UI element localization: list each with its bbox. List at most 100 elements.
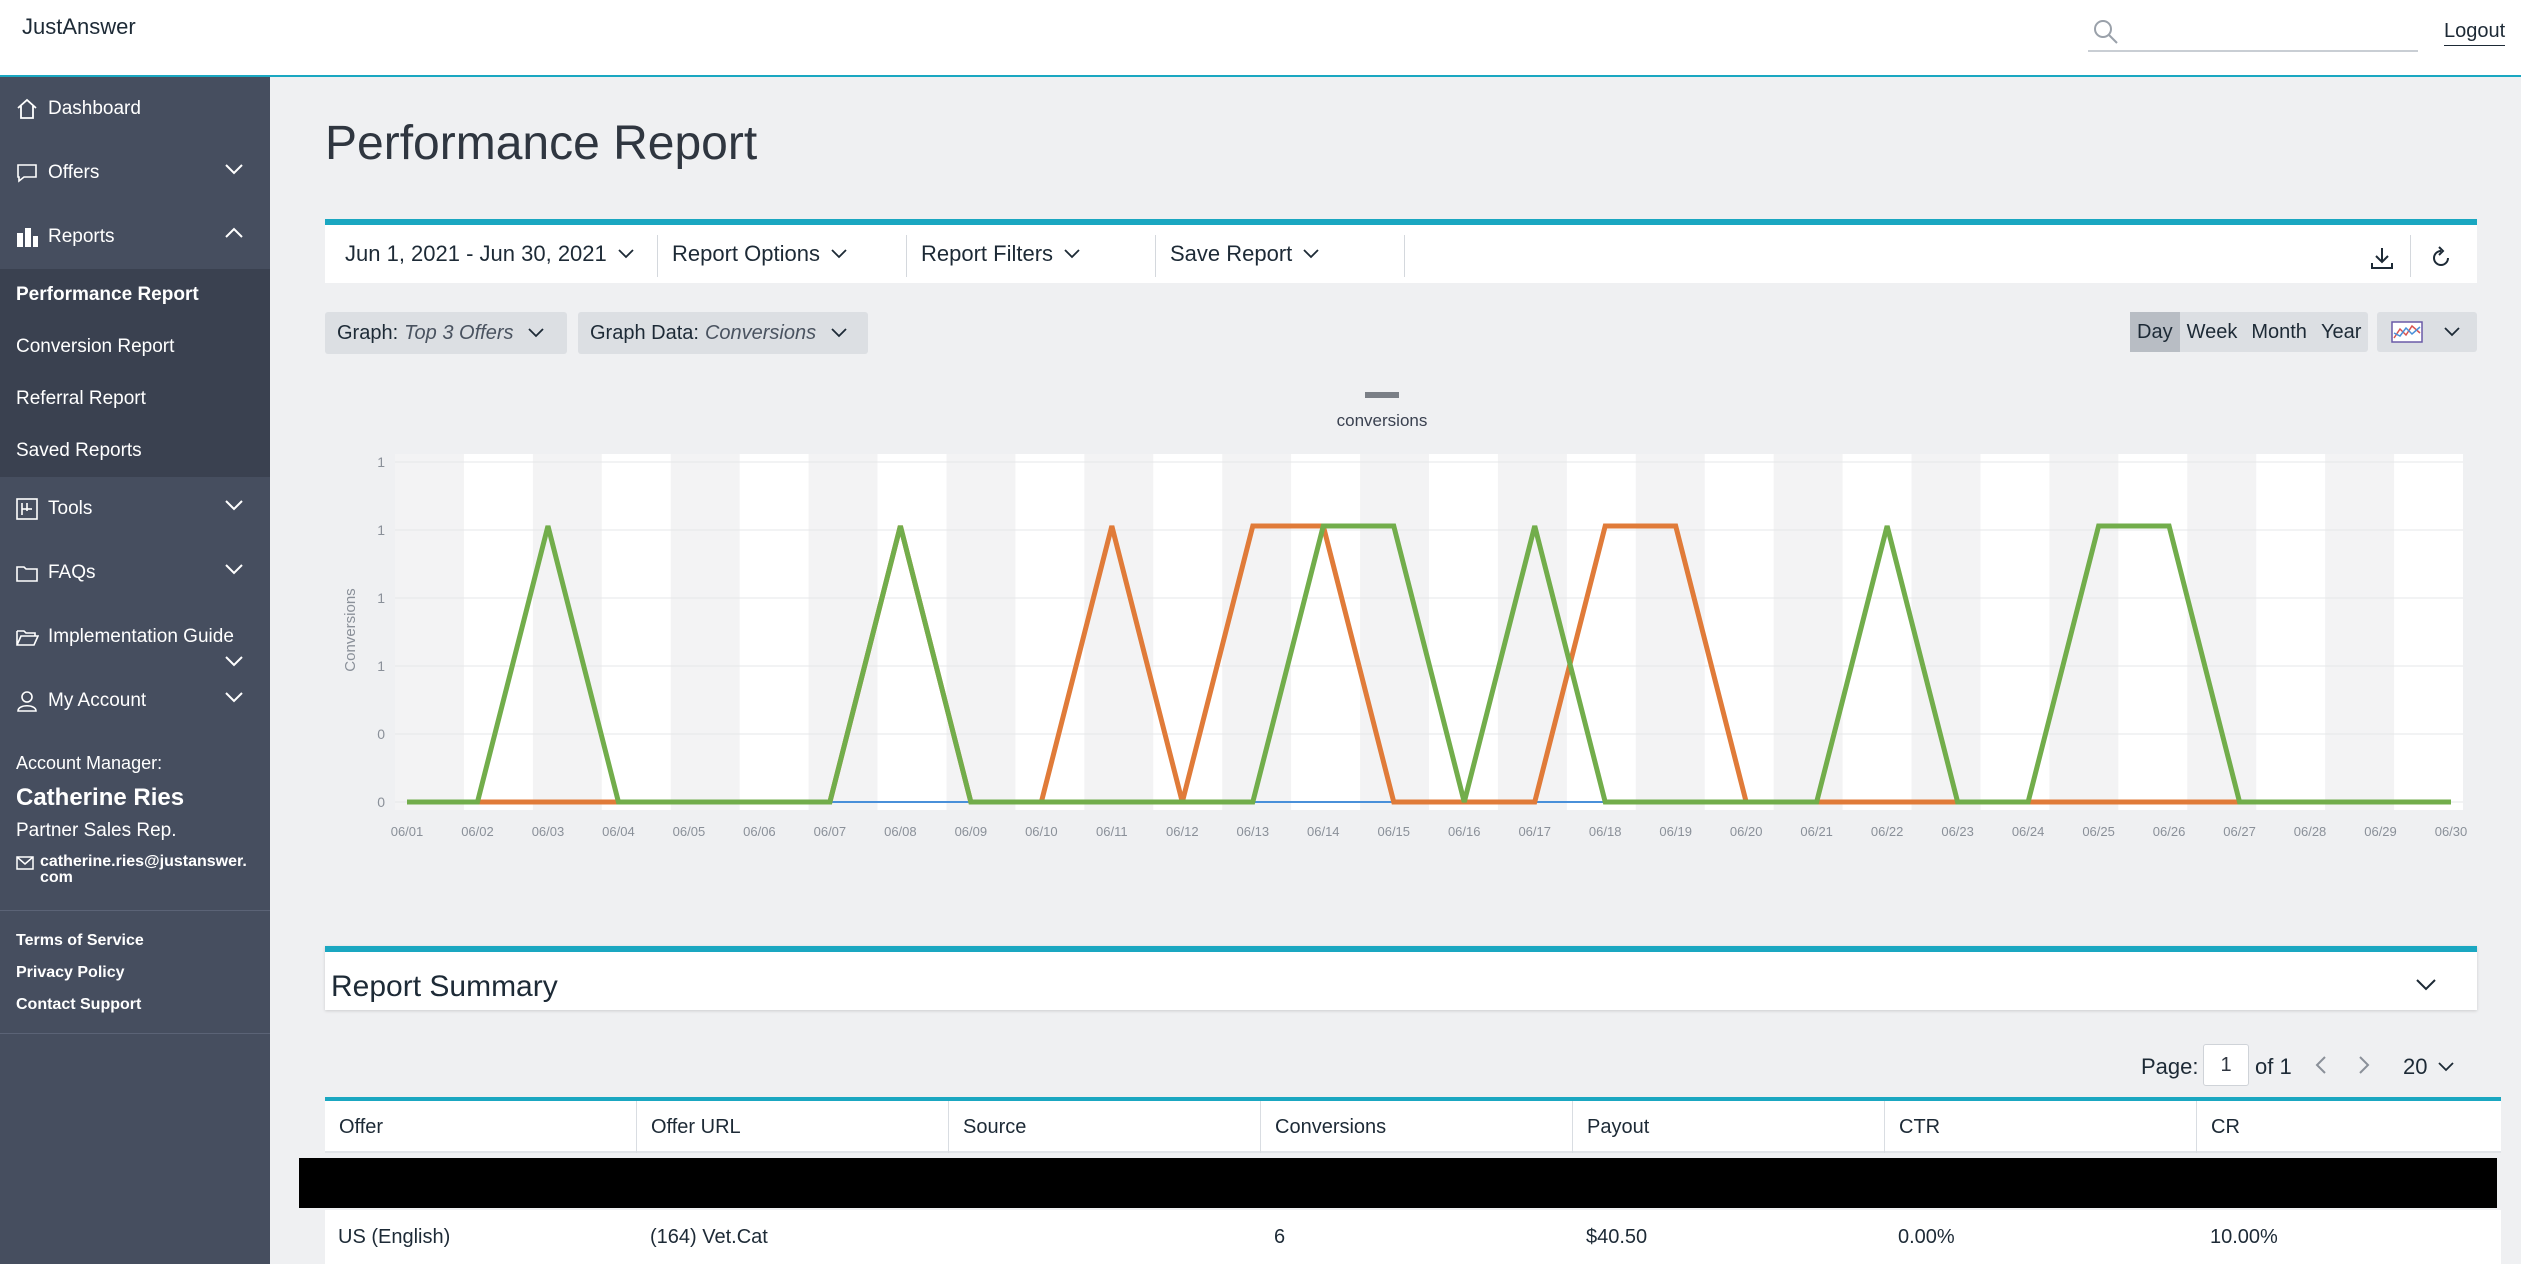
- user-icon: [14, 688, 40, 714]
- report-filters-dropdown[interactable]: Report Filters: [921, 231, 1081, 277]
- chevron-down-icon: [225, 500, 243, 511]
- chevron-down-icon: [831, 249, 847, 259]
- column-header-offer-url[interactable]: Offer URL: [637, 1101, 949, 1153]
- sidebar-item-saved-reports[interactable]: Saved Reports: [16, 440, 142, 461]
- range-day-button[interactable]: Day: [2130, 312, 2180, 352]
- column-header-conversions[interactable]: Conversions: [1261, 1101, 1573, 1153]
- graph-data-dropdown[interactable]: Graph Data: Conversions: [578, 312, 868, 354]
- time-range-selector: Day Week Month Year: [2130, 312, 2369, 352]
- plot-band: [1635, 454, 1705, 810]
- account-manager-email[interactable]: catherine.ries@justanswer. com: [16, 854, 254, 886]
- search-box[interactable]: [2088, 14, 2418, 52]
- sidebar: Dashboard Offers Reports Performance Rep…: [0, 77, 270, 1264]
- sidebar-item-dashboard[interactable]: Dashboard: [0, 77, 270, 141]
- legend-swatch[interactable]: [1365, 392, 1399, 398]
- x-tick-label: 06/15: [1377, 824, 1410, 839]
- plot-band: [1773, 454, 1843, 810]
- sidebar-item-my-account[interactable]: My Account: [0, 669, 270, 733]
- report-toolbar: Jun 1, 2021 - Jun 30, 2021 Report Option…: [325, 219, 2477, 283]
- chevron-down-icon: [225, 564, 243, 575]
- sidebar-item-faqs[interactable]: FAQs: [0, 541, 270, 605]
- x-tick-label: 06/28: [2294, 824, 2327, 839]
- sidebar-item-label: Reports: [48, 226, 115, 247]
- column-header-ctr[interactable]: CTR: [1885, 1101, 2197, 1153]
- graph-data-value: Conversions: [704, 321, 817, 344]
- sidebar-item-label: My Account: [48, 690, 147, 711]
- chevron-down-icon: [831, 328, 847, 338]
- range-week-button[interactable]: Week: [2186, 320, 2238, 343]
- save-report-dropdown[interactable]: Save Report: [1170, 231, 1320, 277]
- toolbar-divider: [657, 235, 658, 277]
- sidebar-item-conversion-report[interactable]: Conversion Report: [16, 336, 175, 357]
- graph-type-dropdown[interactable]: Graph: Top 3 Offers: [325, 312, 567, 354]
- sidebar-item-referral-report[interactable]: Referral Report: [16, 388, 146, 409]
- page-title: Performance Report: [325, 117, 758, 170]
- sidebar-item-tools[interactable]: Tools: [0, 477, 270, 541]
- x-tick-label: 06/22: [1871, 824, 1904, 839]
- sidebar-item-reports[interactable]: Reports: [0, 205, 270, 269]
- folder-icon: [14, 560, 40, 586]
- report-summary-title: Report Summary: [331, 970, 558, 1003]
- range-year-button[interactable]: Year: [2320, 320, 2362, 343]
- account-manager-name: Catherine Ries: [16, 784, 185, 811]
- chevron-down-icon[interactable]: [2415, 978, 2437, 992]
- cell-ctr: 0.00%: [1898, 1226, 1955, 1248]
- date-range-dropdown[interactable]: Jun 1, 2021 - Jun 30, 2021: [345, 231, 635, 277]
- column-header-cr[interactable]: CR: [2211, 1116, 2240, 1138]
- sidebar-item-implementation-guide[interactable]: Implementation Guide: [0, 605, 270, 669]
- search-icon: [2094, 20, 2118, 44]
- chart-thumbnail-icon: [2391, 321, 2423, 343]
- chevron-up-icon: [225, 227, 243, 238]
- plot-band: [532, 454, 602, 810]
- download-icon[interactable]: [2369, 245, 2395, 271]
- bar-chart-icon: [14, 224, 40, 250]
- column-header-source[interactable]: Source: [949, 1101, 1261, 1153]
- series-line-3[interactable]: [407, 523, 2451, 805]
- sidebar-item-label: Tools: [48, 498, 93, 519]
- graph-label: Graph:: [337, 321, 399, 344]
- y-tick-label: 1: [377, 658, 385, 674]
- x-tick-label: 06/23: [1941, 824, 1974, 839]
- report-options-dropdown[interactable]: Report Options: [672, 231, 848, 277]
- contact-support-link[interactable]: Contact Support: [16, 996, 142, 1013]
- x-tick-label: 06/17: [1518, 824, 1551, 839]
- table-row[interactable]: US (English) (164) Vet.Cat 6 $40.50 0.00…: [325, 1210, 2501, 1264]
- x-tick-label: 06/16: [1448, 824, 1481, 839]
- sidebar-item-offers[interactable]: Offers: [0, 141, 270, 205]
- per-page-dropdown[interactable]: 20: [2403, 1046, 2455, 1088]
- chevron-down-icon: [2444, 327, 2460, 337]
- x-tick-label: 06/10: [1025, 824, 1058, 839]
- refresh-icon[interactable]: [2428, 245, 2454, 271]
- sidebar-item-label: Implementation Guide: [48, 626, 234, 647]
- page-count: of 1: [2255, 1054, 2292, 1079]
- search-input[interactable]: [2128, 18, 2408, 46]
- report-summary-panel[interactable]: Report Summary: [325, 946, 2477, 1010]
- terms-of-service-link[interactable]: Terms of Service: [16, 932, 144, 949]
- save-report-label: Save Report: [1170, 241, 1293, 266]
- range-month-button[interactable]: Month: [2251, 320, 2307, 343]
- sidebar-item-label: Offers: [48, 162, 100, 183]
- plot-band: [395, 454, 464, 810]
- column-header-payout[interactable]: Payout: [1573, 1101, 1885, 1153]
- plot-band: [2325, 454, 2395, 810]
- sidebar-item-performance-report[interactable]: Performance Report: [16, 284, 199, 305]
- email-line-2: com: [40, 869, 73, 886]
- logout-link[interactable]: Logout: [2444, 20, 2506, 46]
- y-tick-label: 0: [377, 794, 385, 810]
- plot-band: [2187, 454, 2257, 810]
- chevron-down-icon: [225, 164, 243, 175]
- y-axis-label: Conversions: [342, 588, 359, 671]
- page-number-input[interactable]: 1: [2203, 1044, 2249, 1086]
- brand-logo[interactable]: JustAnswer: [22, 14, 136, 39]
- column-header-offer[interactable]: Offer: [325, 1101, 637, 1153]
- report-options-label: Report Options: [672, 241, 820, 266]
- x-tick-label: 06/14: [1307, 824, 1340, 839]
- chart-type-dropdown[interactable]: [2377, 312, 2477, 352]
- x-tick-label: 06/19: [1659, 824, 1692, 839]
- next-page-icon[interactable]: [2357, 1055, 2371, 1075]
- toolbar-divider: [1404, 235, 1405, 277]
- prev-page-icon[interactable]: [2314, 1055, 2328, 1075]
- chevron-down-icon: [528, 328, 545, 338]
- privacy-policy-link[interactable]: Privacy Policy: [16, 964, 125, 981]
- plot-band: [670, 454, 740, 810]
